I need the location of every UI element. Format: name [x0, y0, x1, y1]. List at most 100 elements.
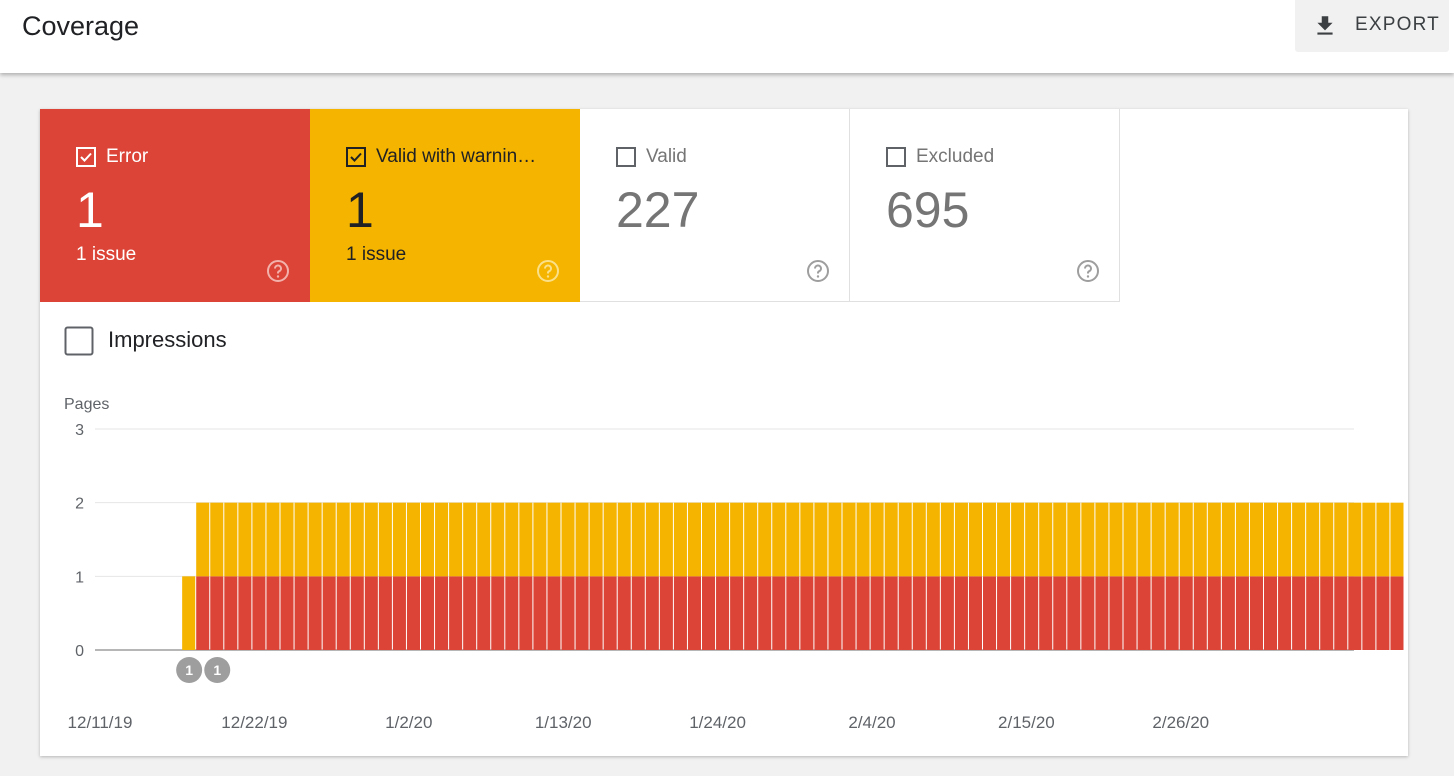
bar-error: [477, 576, 491, 650]
help-icon[interactable]: [266, 259, 290, 283]
x-tick-label: 12/11/19: [68, 713, 133, 732]
bar-error: [1249, 576, 1263, 650]
bar-warning: [1095, 502, 1109, 577]
bar-error: [1235, 576, 1249, 650]
bar-warning: [603, 502, 617, 577]
bar-error: [758, 576, 772, 650]
bar-error: [224, 576, 238, 650]
annotation-circle[interactable]: [176, 657, 203, 683]
checkbox-unchecked-icon[interactable]: [616, 147, 636, 167]
y-axis-label: Pages: [64, 396, 109, 413]
bar-warning: [1306, 502, 1320, 577]
bar-error: [266, 576, 280, 650]
bar-warning: [392, 502, 406, 577]
bar-error: [491, 576, 505, 650]
bar-warning: [1123, 502, 1137, 577]
bar-warning: [210, 502, 224, 577]
top-bar: Coverage EXPORT: [0, 0, 1454, 73]
tile-excluded[interactable]: Excluded 695: [850, 109, 1120, 302]
annotation-label: 1: [185, 662, 193, 678]
bar-warning: [1011, 502, 1025, 577]
bar-warning: [1334, 502, 1348, 577]
bar-error: [1109, 576, 1123, 650]
bar-warning: [1362, 502, 1376, 577]
annotation-circle[interactable]: [204, 657, 231, 683]
bar-error: [505, 576, 519, 650]
y-tick-label: 2: [75, 496, 84, 513]
checkbox-checked-icon[interactable]: [76, 147, 96, 167]
bar-warning: [238, 502, 252, 577]
bar-error: [1095, 576, 1109, 650]
bar-warning: [1235, 502, 1249, 577]
bar-warning: [449, 502, 463, 577]
tile-valid[interactable]: Valid 227: [580, 109, 850, 302]
bar-warning: [1053, 502, 1067, 577]
bar-error: [1067, 576, 1081, 650]
annotation-marker[interactable]: 1: [176, 657, 203, 683]
tile-warning-label: Valid with warnin…: [376, 146, 537, 167]
bar-error: [1306, 576, 1320, 650]
tile-error-issues: 1 issue: [76, 244, 137, 265]
bar-warning: [716, 502, 730, 577]
bar-error: [702, 576, 716, 650]
bar-warning: [940, 502, 954, 577]
bar-warning: [435, 502, 449, 577]
bar-warning: [1165, 502, 1179, 577]
y-tick-label: 3: [75, 422, 84, 439]
bar-warning: [856, 502, 870, 577]
download-icon: [1317, 16, 1333, 35]
bar-warning: [1249, 502, 1263, 577]
bar-warning: [659, 502, 673, 577]
bar-warning: [1151, 502, 1165, 577]
bar-warning: [1348, 502, 1362, 577]
bar-warning: [1207, 502, 1221, 577]
bar-warning: [252, 502, 266, 577]
x-tick-label: 2/26/20: [1152, 713, 1209, 732]
bar-error: [252, 576, 266, 650]
bar-warning: [730, 502, 744, 577]
bar-error: [968, 576, 982, 650]
tile-excluded-label: Excluded: [916, 146, 995, 167]
bar-warning: [463, 502, 477, 577]
bar-error: [898, 576, 912, 650]
bar-warning: [898, 502, 912, 577]
annotation-marker[interactable]: 1: [204, 657, 231, 683]
bar-error: [603, 576, 617, 650]
bar-error: [1376, 576, 1390, 650]
bar-warning: [1320, 502, 1334, 577]
help-icon[interactable]: [806, 259, 830, 283]
bar-error: [392, 576, 406, 650]
bar-error: [617, 576, 631, 650]
export-label: EXPORT: [1355, 14, 1440, 35]
help-icon[interactable]: [1076, 259, 1100, 283]
tile-valid-count: 227: [616, 182, 700, 238]
bar-error: [589, 576, 603, 650]
tile-valid-label: Valid: [646, 146, 687, 167]
bar-warning: [561, 502, 575, 577]
bar-error: [280, 576, 294, 650]
checkbox-checked-icon[interactable]: [346, 147, 366, 167]
bar-warning: [1264, 502, 1278, 577]
annotation-label: 1: [213, 662, 221, 678]
bar-error: [1264, 576, 1278, 650]
bar-warning: [673, 502, 687, 577]
bar-warning: [1109, 502, 1123, 577]
bar-warning: [912, 502, 926, 577]
tile-error[interactable]: Error 1 1 issue: [40, 109, 310, 302]
bar-error: [842, 576, 856, 650]
bar-error: [673, 576, 687, 650]
bar-error: [645, 576, 659, 650]
bar-warning: [1278, 502, 1292, 577]
help-icon[interactable]: [536, 259, 560, 283]
tile-valid-with-warnings[interactable]: Valid with warnin… 1 1 issue: [310, 109, 580, 302]
bar-warning: [842, 502, 856, 577]
checkbox-unchecked-icon[interactable]: [886, 147, 906, 167]
tile-warning-count: 1: [346, 182, 374, 238]
bar-warning: [800, 502, 814, 577]
bar-warning: [196, 502, 210, 577]
x-tick-label: 1/24/20: [689, 713, 746, 732]
export-button[interactable]: EXPORT: [1295, 0, 1449, 52]
bar-error: [940, 576, 954, 650]
bar-warning: [1039, 502, 1053, 577]
impressions-checkbox[interactable]: [64, 326, 94, 356]
